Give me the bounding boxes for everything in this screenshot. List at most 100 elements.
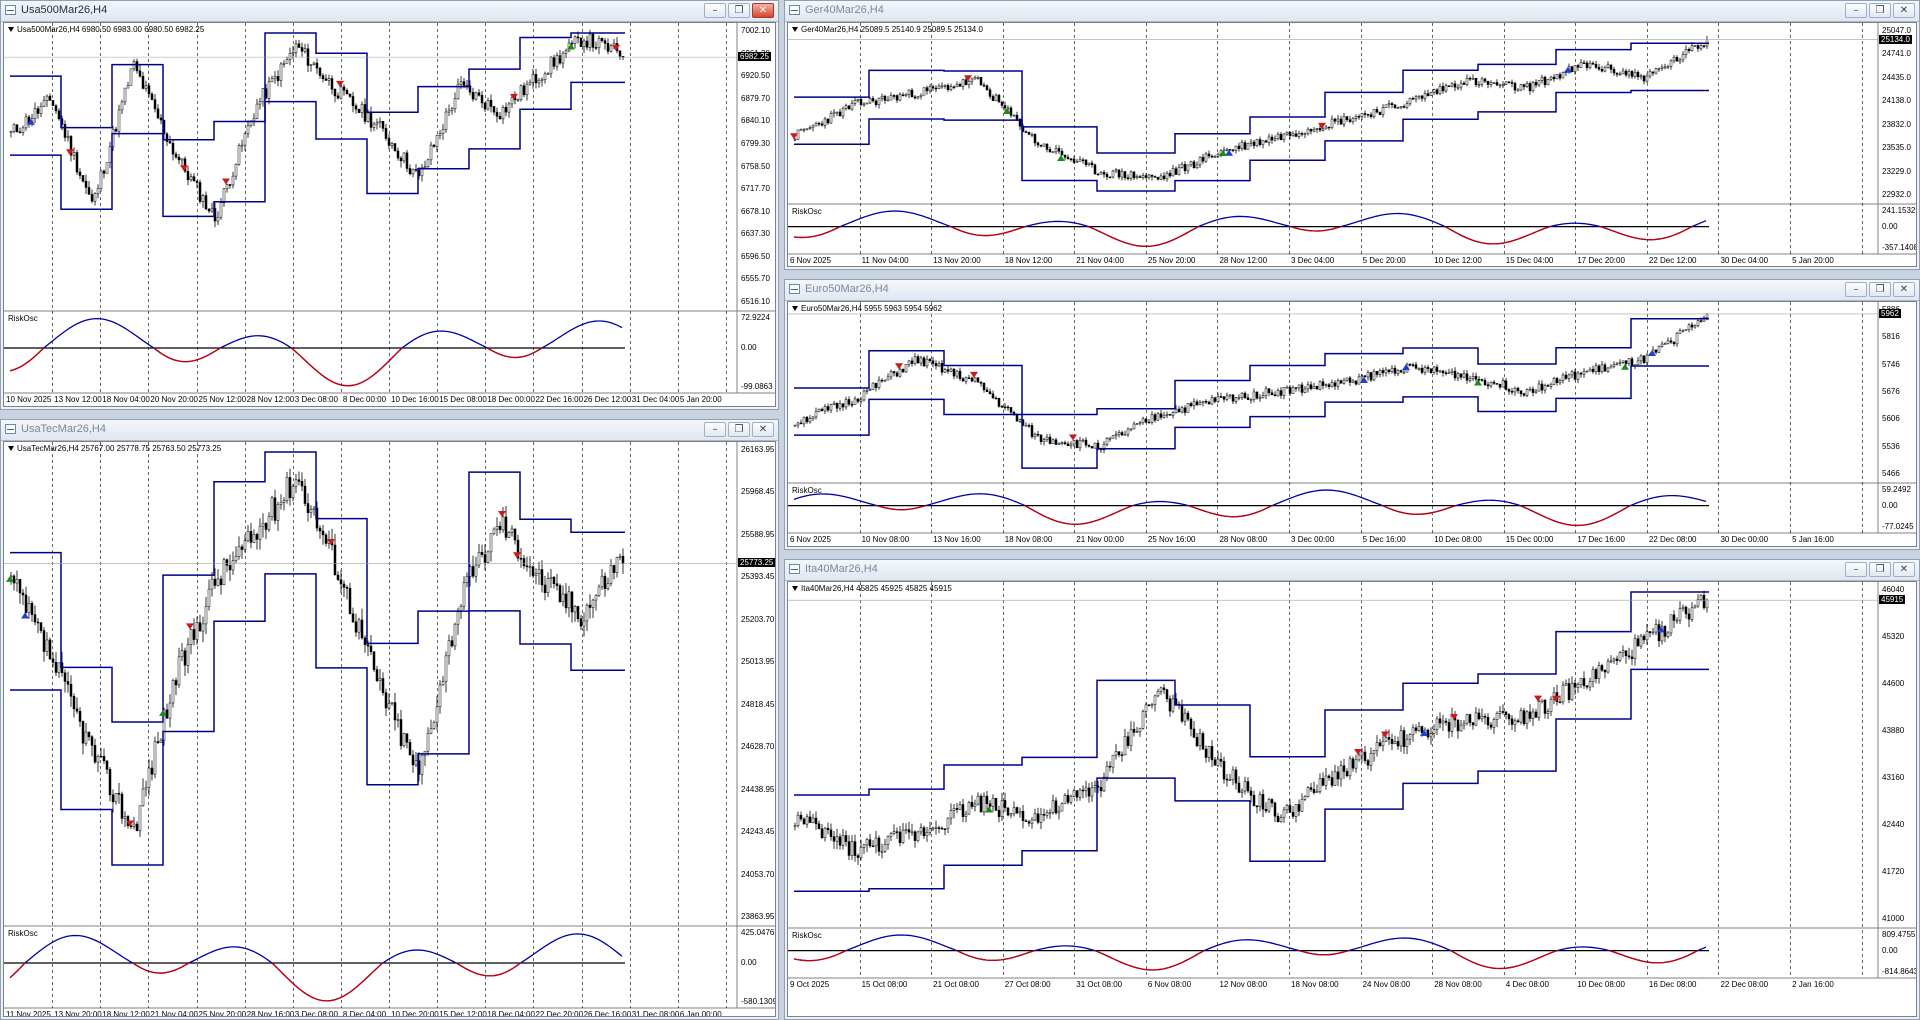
candle-body: [1597, 67, 1601, 70]
candle-body: [985, 389, 989, 393]
price-axis-label: 24741.0: [1882, 49, 1911, 59]
candle-body: [252, 534, 256, 543]
candle-body: [904, 364, 908, 373]
indicator-min-label: -580.1309: [741, 997, 776, 1006]
window-titlebar[interactable]: Usa500Mar26,H4 – ❐ ✕: [1, 1, 778, 22]
candle-body: [1312, 789, 1316, 793]
candle-body: [192, 629, 196, 640]
chart-window-euro50[interactable]: Euro50Mar26,H4 – ❐ ✕ Euro50Mar26,H4 5955…: [784, 279, 1920, 550]
candle-body: [1474, 712, 1478, 726]
candle-body: [922, 827, 926, 837]
candle-body: [1168, 698, 1172, 712]
candle-body: [883, 95, 887, 101]
candle-body: [808, 127, 812, 129]
candle-body: [1501, 84, 1505, 86]
candle-body: [96, 188, 100, 194]
chart-ohlc-text: Ita40Mar26,H4 45825 45925 45825 45915: [801, 584, 952, 593]
candle-body: [288, 477, 292, 498]
candle-body: [802, 416, 806, 425]
candle-body: [952, 86, 956, 88]
restore-icon[interactable]: ❐: [728, 3, 750, 18]
candle-body: [48, 95, 52, 101]
close-icon[interactable]: ✕: [752, 422, 774, 437]
window-titlebar[interactable]: UsaTecMar26,H4 – ❐ ✕: [1, 420, 778, 441]
close-icon[interactable]: ✕: [1893, 282, 1915, 297]
candle-body: [1558, 74, 1562, 79]
candle-body: [1555, 378, 1559, 383]
candle-body: [973, 803, 977, 807]
price-axis-label: 26163.95: [741, 445, 775, 454]
close-icon[interactable]: ✕: [752, 3, 774, 18]
candle-body: [408, 742, 412, 756]
chart-canvas[interactable]: Usa500Mar26,H4 6980.50 6983.00 6980.50 6…: [3, 22, 776, 407]
candle-body: [57, 110, 61, 120]
candle-body: [814, 122, 818, 127]
candle-body: [294, 43, 298, 53]
minimize-icon[interactable]: –: [1845, 282, 1867, 297]
candle-body: [18, 131, 22, 134]
minimize-icon[interactable]: –: [704, 3, 726, 18]
chart-window-ger40[interactable]: Ger40Mar26,H4 – ❐ ✕ Ger40Mar26,H4 25089.…: [784, 0, 1920, 270]
candle-body: [453, 98, 457, 110]
restore-icon[interactable]: ❐: [1869, 562, 1891, 577]
indicator-zero-label: 0.00: [741, 958, 757, 967]
candle-body: [231, 175, 235, 186]
candle-body: [1462, 722, 1466, 726]
candle-body: [1087, 162, 1091, 165]
candles: [793, 590, 1709, 865]
candle-body: [105, 162, 109, 174]
candles: [793, 36, 1709, 182]
window-titlebar[interactable]: Ger40Mar26,H4 – ❐ ✕: [785, 1, 1919, 22]
restore-icon[interactable]: ❐: [1869, 282, 1891, 297]
restore-icon[interactable]: ❐: [728, 422, 750, 437]
chart-canvas[interactable]: Ger40Mar26,H4 25089.5 25140.9 25089.5 25…: [787, 22, 1917, 267]
window-titlebar[interactable]: Euro50Mar26,H4 – ❐ ✕: [785, 280, 1919, 301]
date-axis-label: 13 Nov 20:00: [54, 1010, 102, 1017]
chart-svg: [788, 302, 1916, 534]
candle-body: [1132, 423, 1136, 430]
chart-window-usa500[interactable]: Usa500Mar26,H4 – ❐ ✕ Usa500Mar26,H4 6980…: [0, 0, 779, 410]
candle-body: [213, 578, 217, 586]
date-axis-label: 6 Jan 00:00: [679, 1010, 722, 1017]
date-axis-label: 13 Nov 12:00: [54, 395, 102, 404]
candle-body: [1639, 635, 1643, 647]
price-axis-label: 6799.30: [741, 138, 770, 148]
minimize-icon[interactable]: –: [1845, 562, 1867, 577]
osc-line-negative: [9, 963, 522, 1002]
candle-body: [814, 817, 818, 825]
candle-body: [300, 481, 304, 487]
candle-body: [1546, 79, 1550, 86]
candle-body: [1114, 751, 1118, 756]
chart-canvas[interactable]: UsaTecMar26,H4 25767.00 25778.75 25763.5…: [3, 441, 776, 1017]
indicator-name-label: RiskOsc: [792, 486, 822, 495]
candle-body: [1621, 70, 1625, 75]
candle-body: [444, 655, 448, 682]
candle-body: [838, 403, 842, 409]
dropdown-triangle-icon: [792, 306, 798, 312]
chart-window-ita40[interactable]: Ita40Mar26,H4 – ❐ ✕ Ita40Mar26,H4 45825 …: [784, 559, 1920, 1020]
minimize-icon[interactable]: –: [1845, 3, 1867, 18]
date-axis-label: 28 Nov 12:00: [1219, 256, 1268, 265]
close-icon[interactable]: ✕: [1893, 3, 1915, 18]
candle-body: [1624, 650, 1628, 657]
window-titlebar[interactable]: Ita40Mar26,H4 – ❐ ✕: [785, 560, 1919, 581]
chart-canvas[interactable]: Ita40Mar26,H4 45825 45925 45825 45915 460…: [787, 581, 1917, 1017]
minimize-icon[interactable]: –: [704, 422, 726, 437]
chart-window-usatec[interactable]: UsaTecMar26,H4 – ❐ ✕ UsaTecMar26,H4 2576…: [0, 419, 779, 1020]
restore-icon[interactable]: ❐: [1869, 3, 1891, 18]
candle-body: [1504, 380, 1508, 390]
candle-body: [1171, 168, 1175, 177]
candle-body: [1183, 407, 1187, 413]
close-icon[interactable]: ✕: [1893, 562, 1915, 577]
candle-body: [1357, 376, 1361, 385]
candle-body: [1672, 614, 1676, 621]
candle-body: [967, 377, 971, 380]
chart-canvas[interactable]: Euro50Mar26,H4 5955 5963 5954 5962588658…: [787, 301, 1917, 547]
candle-body: [1507, 714, 1511, 720]
date-axis-label: 3 Dec 08:00: [294, 1010, 338, 1017]
candle-body: [964, 377, 968, 382]
candle-body: [531, 566, 535, 576]
date-axis-label: 22 Dec 08:00: [1720, 980, 1769, 989]
candle-body: [504, 516, 508, 538]
candle-body: [1162, 414, 1166, 418]
